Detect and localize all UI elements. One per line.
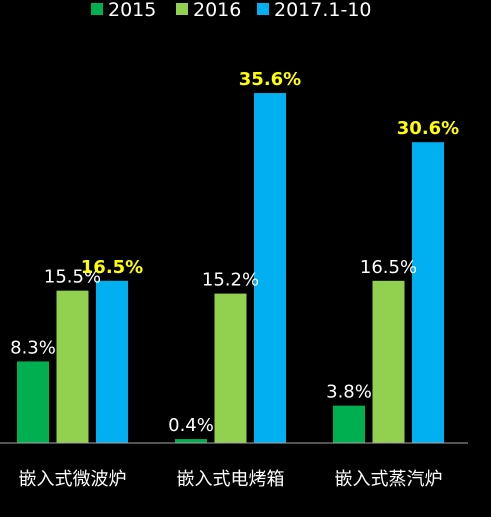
category-labels: 嵌入式微波炉 嵌入式电烤箱 嵌入式蒸汽炉 xyxy=(19,469,443,490)
bar-2015-嵌入式蒸汽炉 xyxy=(333,405,365,443)
data-label-2017.1-10-嵌入式微波炉: 16.5% xyxy=(81,257,143,278)
bar-2017.1-10-嵌入式电烤箱 xyxy=(254,93,286,443)
data-labels: 8.3%15.5%16.5%0.4%15.2%35.6%3.8%16.5%30.… xyxy=(10,69,459,436)
legend-swatch-2016 xyxy=(176,3,188,15)
data-label-2017.1-10-嵌入式蒸汽炉: 30.6% xyxy=(397,118,459,139)
bar-2016-嵌入式微波炉 xyxy=(56,290,89,443)
bar-2017.1-10-嵌入式微波炉 xyxy=(96,280,128,443)
data-label-2016-嵌入式微波炉: 15.5% xyxy=(44,267,101,288)
bar-2016-嵌入式电烤箱 xyxy=(214,293,247,443)
bar-2016-嵌入式蒸汽炉 xyxy=(372,280,405,443)
category-label: 嵌入式电烤箱 xyxy=(177,469,285,490)
legend-label-2015: 2015 xyxy=(108,0,156,21)
category-label: 嵌入式蒸汽炉 xyxy=(335,469,443,490)
legend: 2015 2016 2017.1-10 xyxy=(91,0,372,21)
legend-label-2017.1-10: 2017.1-10 xyxy=(274,0,372,21)
data-label-2017.1-10-嵌入式电烤箱: 35.6% xyxy=(239,69,301,90)
data-label-2016-嵌入式蒸汽炉: 16.5% xyxy=(360,257,417,278)
bar-2015-嵌入式电烤箱 xyxy=(175,439,207,443)
bars xyxy=(17,93,444,443)
data-label-2015-嵌入式微波炉: 8.3% xyxy=(10,337,56,358)
category-label: 嵌入式微波炉 xyxy=(19,469,127,490)
bar-2015-嵌入式微波炉 xyxy=(17,361,49,443)
data-label-2015-嵌入式电烤箱: 0.4% xyxy=(168,415,214,436)
legend-label-2016: 2016 xyxy=(193,0,241,21)
data-label-2015-嵌入式蒸汽炉: 3.8% xyxy=(326,382,372,403)
data-label-2016-嵌入式电烤箱: 15.2% xyxy=(202,270,259,291)
legend-swatch-2015 xyxy=(91,3,103,15)
legend-swatch-2017.1-10 xyxy=(257,3,269,15)
bar-2017.1-10-嵌入式蒸汽炉 xyxy=(412,142,444,443)
